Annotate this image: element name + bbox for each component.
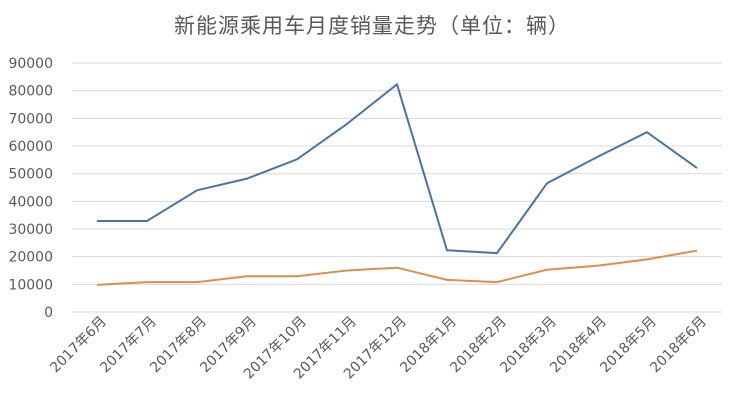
chart-title: 新能源乘用车月度销量走势（单位：辆） <box>174 14 570 38</box>
series-line-2 <box>96 249 698 286</box>
y-tick-label: 50000 <box>8 167 53 183</box>
y-tick-label: 80000 <box>8 84 53 100</box>
y-tick-label: 0 <box>44 305 53 321</box>
y-tick-label: 20000 <box>8 250 53 266</box>
y-tick-label: 30000 <box>8 222 53 238</box>
y-tick-label: 90000 <box>8 56 53 72</box>
series-line-1 <box>97 83 698 255</box>
y-tick-label: 40000 <box>8 194 53 210</box>
y-tick-label: 60000 <box>8 139 53 155</box>
y-tick-label: 70000 <box>8 111 53 127</box>
y-tick-label: 10000 <box>8 277 53 293</box>
